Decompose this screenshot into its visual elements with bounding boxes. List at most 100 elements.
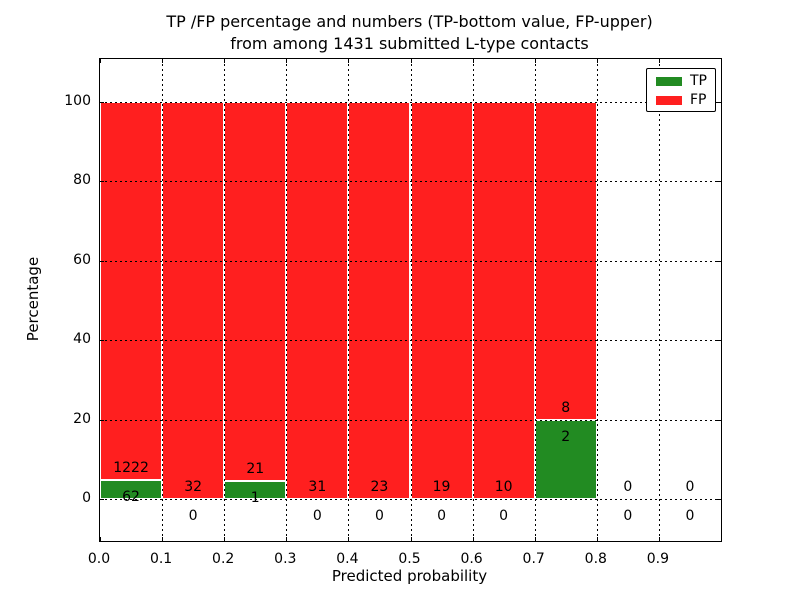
bar-fp-count-label: 32 xyxy=(184,479,203,496)
bar-segment-fp xyxy=(286,102,349,499)
x-tick-label: 0.7 xyxy=(522,551,545,567)
plot-area: 1222 62 32 0 21 1 31 0 23 0 19 0 10 0 8 2 0 0 0 0 xyxy=(99,58,722,542)
x-tick-mark xyxy=(472,537,474,541)
chart-title-line-2: from among 1431 submitted L-type contact… xyxy=(230,34,589,53)
y-tick-label: 80 xyxy=(73,172,91,189)
v-gridline xyxy=(162,59,164,541)
bar-fp-count-label: 8 xyxy=(561,399,571,416)
y-tick-label: 20 xyxy=(73,410,91,427)
bar-fp-count-label: 31 xyxy=(308,479,327,496)
bar-segment-fp xyxy=(410,102,473,499)
legend-swatch-tp-icon xyxy=(656,77,682,86)
y-tick-mark xyxy=(717,419,721,421)
x-tick-mark xyxy=(721,59,722,63)
y-tick-mark xyxy=(100,340,104,342)
x-tick-mark xyxy=(658,537,660,541)
x-tick-mark xyxy=(658,59,660,63)
x-tick-mark xyxy=(286,59,288,63)
y-tick-mark xyxy=(717,181,721,183)
v-gridline xyxy=(348,59,350,541)
y-tick-mark xyxy=(100,102,104,103)
bar-tp-count-label: 1 xyxy=(250,490,260,507)
x-tick-mark xyxy=(472,59,474,63)
v-gridline xyxy=(286,59,288,541)
y-tick-mark xyxy=(100,419,104,421)
x-tick-mark xyxy=(534,59,536,63)
bar-tp-count-label: 0 xyxy=(623,508,633,525)
bar-tp-count-label: 62 xyxy=(122,488,140,505)
v-gridline xyxy=(596,59,598,541)
legend-item-label: TP xyxy=(690,73,707,89)
bar-fp-count-label: 0 xyxy=(623,479,633,496)
v-gridline xyxy=(410,59,412,541)
bar-segment-tp xyxy=(100,479,163,499)
bar-segment-fp xyxy=(224,102,287,481)
v-gridline xyxy=(224,59,226,541)
x-tick-label: 0.5 xyxy=(398,551,421,567)
x-tick-mark xyxy=(224,537,226,541)
bar-segment-fp xyxy=(472,102,535,499)
bar-fp-count-label: 0 xyxy=(685,479,695,496)
x-tick-label: 0.2 xyxy=(212,551,235,567)
bar-tp-count-label: 2 xyxy=(561,428,571,445)
legend-item: FP xyxy=(647,91,715,110)
bar-tp-count-label: 0 xyxy=(685,508,695,525)
bar-tp-count-label: 0 xyxy=(312,508,322,525)
bar-tp-count-label: 0 xyxy=(374,508,384,525)
x-tick-label: 0.4 xyxy=(336,551,359,567)
y-tick-mark xyxy=(100,499,104,500)
x-tick-label: 0.6 xyxy=(460,551,483,567)
bar-fp-count-label: 21 xyxy=(246,461,265,478)
legend-item-label: FP xyxy=(690,92,707,108)
x-tick-label: 0.3 xyxy=(274,551,297,567)
y-tick-mark xyxy=(717,102,721,103)
bar-tp-count-label: 0 xyxy=(499,508,509,525)
y-tick-label: 40 xyxy=(73,331,91,348)
y-tick-mark xyxy=(100,260,104,262)
x-tick-label: 0.9 xyxy=(646,551,670,567)
x-tick-mark xyxy=(224,59,226,63)
x-tick-label: 0.8 xyxy=(584,551,607,567)
bar-fp-count-label: 10 xyxy=(494,479,513,496)
x-axis-label: Predicted probability xyxy=(331,567,488,585)
x-tick-mark xyxy=(348,59,350,63)
chart-title-line-1: TP /FP percentage and numbers (TP-bottom… xyxy=(166,12,653,31)
x-tick-mark xyxy=(162,59,164,63)
x-tick-mark xyxy=(721,537,722,541)
bar-segment-fp xyxy=(162,102,225,499)
bar-fp-count-label: 23 xyxy=(370,479,389,496)
v-gridline xyxy=(472,59,474,541)
bar-segment-fp xyxy=(100,102,163,480)
y-tick-mark xyxy=(717,340,721,342)
x-tick-mark xyxy=(100,59,101,63)
bar-tp-count-label: 0 xyxy=(188,508,198,525)
x-tick-mark xyxy=(596,537,598,541)
chart-title: TP /FP percentage and numbers (TP-bottom… xyxy=(99,11,720,55)
legend: TP FP xyxy=(646,68,716,112)
y-tick-mark xyxy=(100,181,104,183)
bar-fp-count-label: 19 xyxy=(432,479,451,496)
y-tick-label: 60 xyxy=(73,251,91,268)
x-tick-mark xyxy=(286,537,288,541)
v-gridline xyxy=(534,59,536,541)
x-tick-mark xyxy=(348,537,350,541)
bar-fp-count-label: 1222 xyxy=(113,459,149,476)
y-tick-mark xyxy=(717,499,721,500)
x-tick-label: 0.1 xyxy=(149,551,173,567)
legend-swatch-fp-icon xyxy=(656,96,682,105)
bar-segment-fp xyxy=(348,102,411,499)
x-tick-mark xyxy=(410,59,412,63)
x-tick-mark xyxy=(596,59,598,63)
x-tick-label: 0.0 xyxy=(87,551,111,567)
x-tick-mark xyxy=(162,537,164,541)
legend-item: TP xyxy=(647,72,715,91)
y-tick-label: 100 xyxy=(64,93,91,109)
x-tick-mark xyxy=(410,537,412,541)
y-tick-mark xyxy=(717,260,721,262)
bar-tp-count-label: 0 xyxy=(437,508,446,525)
y-tick-label: 0 xyxy=(82,490,91,506)
v-gridline xyxy=(658,59,660,541)
x-tick-mark xyxy=(100,537,101,541)
x-tick-mark xyxy=(534,537,536,541)
